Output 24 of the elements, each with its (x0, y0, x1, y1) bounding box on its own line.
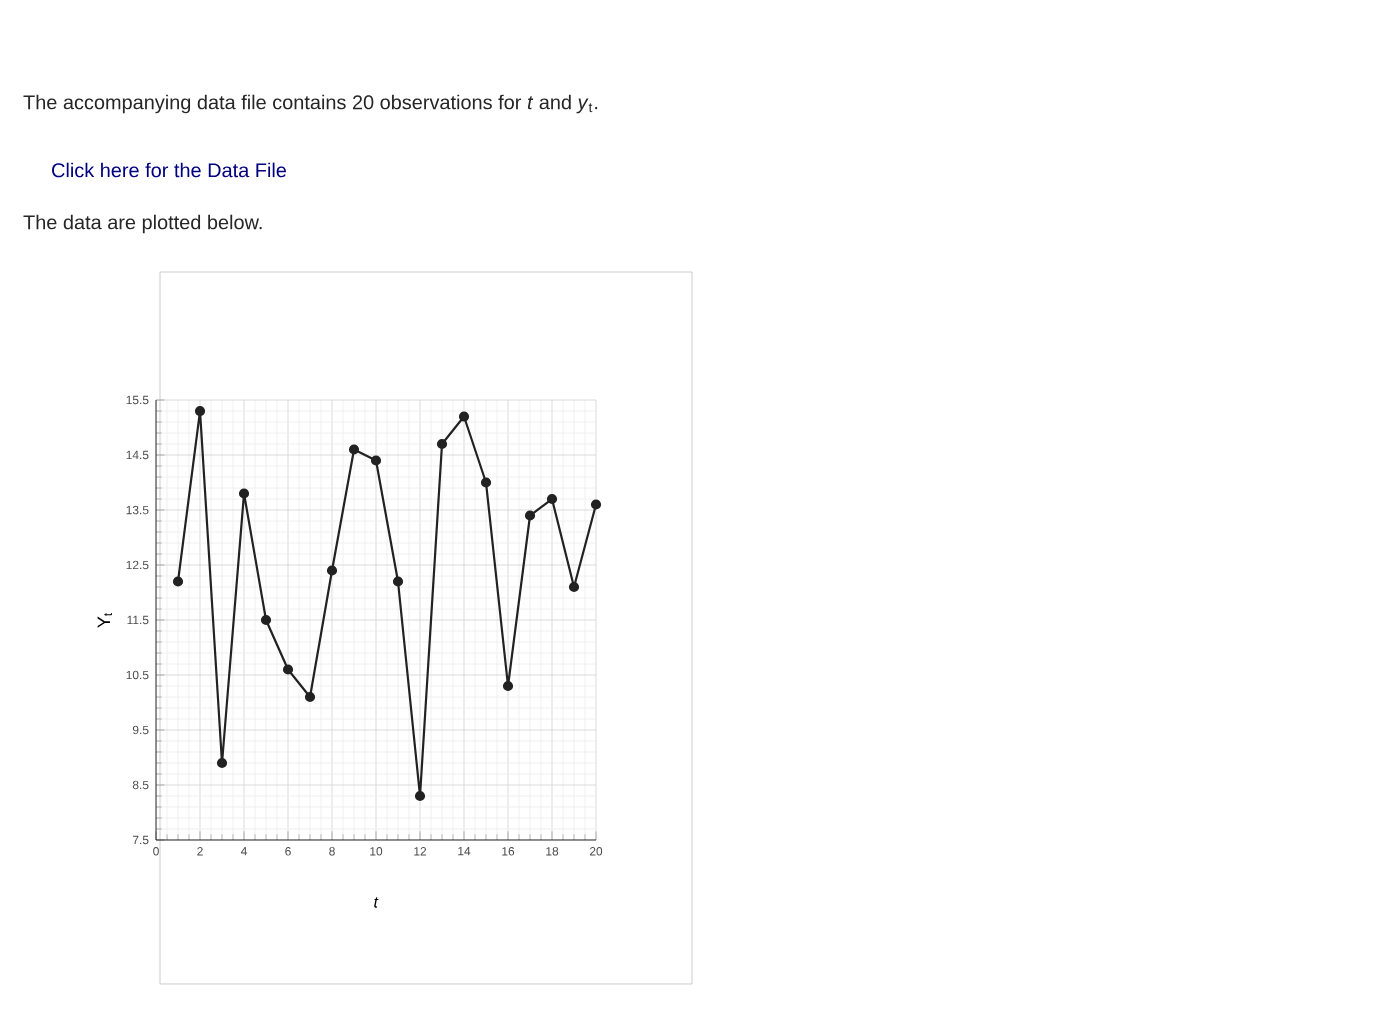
text: The accompanying data file contains 20 observations for t and y$_{t}$. (23, 94, 598, 114)
y-axis-title: Y$_{t}$ (97, 612, 113, 628)
point (370, 455, 382, 466)
point (172, 576, 184, 587)
point (282, 664, 294, 675)
text: The data are plotted below. (23, 214, 262, 234)
point (502, 680, 514, 692)
point (436, 438, 448, 450)
point (524, 510, 536, 521)
point (326, 565, 338, 576)
point (568, 581, 580, 593)
point (348, 444, 360, 455)
text: Click here for the Data File (52, 162, 286, 178)
point (194, 405, 206, 417)
point (458, 411, 470, 422)
point (546, 493, 558, 505)
point (480, 477, 492, 488)
point (216, 757, 228, 769)
point (414, 790, 426, 802)
point (590, 499, 602, 510)
point (304, 691, 316, 703)
point (238, 488, 250, 499)
point (392, 576, 404, 587)
point (260, 614, 272, 626)
